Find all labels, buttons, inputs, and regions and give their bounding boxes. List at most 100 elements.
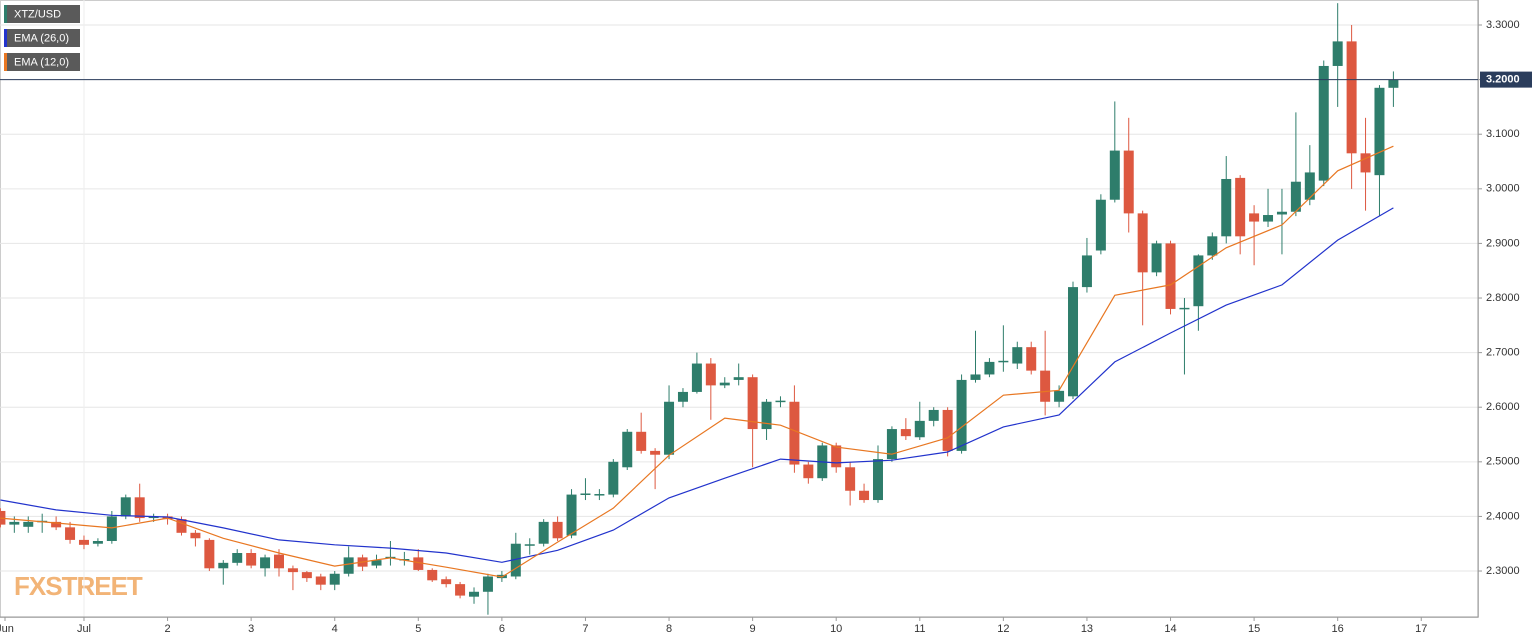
x-tick-label: 13 <box>1081 623 1093 635</box>
candle-body <box>301 572 312 579</box>
candle-body <box>1095 199 1106 251</box>
watermark: FXSTREET <box>14 571 143 601</box>
candle-body <box>524 544 535 546</box>
candle-body <box>455 584 466 596</box>
candle-body <box>705 363 716 386</box>
x-tick-label: 15 <box>1248 623 1260 635</box>
candle-body <box>622 431 633 468</box>
candle-body <box>580 493 591 495</box>
x-tick-label: 11 <box>914 623 925 635</box>
candle-body <box>315 576 326 585</box>
x-tick-label: 5 <box>415 623 421 635</box>
ema-line <box>0 145 1394 578</box>
candle-body <box>9 521 20 525</box>
x-tick-label: Jun <box>0 623 14 635</box>
candle-body <box>803 464 814 479</box>
candle-body <box>859 490 870 501</box>
legend-box <box>4 5 80 23</box>
candle-body <box>1026 347 1037 371</box>
candle-body <box>343 557 354 574</box>
x-tick-label: 17 <box>1415 623 1427 635</box>
candle-body <box>190 532 201 539</box>
candle-body <box>761 401 772 430</box>
candle-body <box>371 560 382 566</box>
candle-body <box>274 554 284 569</box>
y-tick-label: 2.3000 <box>1486 565 1520 577</box>
x-tick-label: 14 <box>1164 623 1176 635</box>
candle-body <box>845 467 856 491</box>
candle-body <box>148 516 159 519</box>
legend-label: XTZ/USD <box>14 8 61 20</box>
x-tick-label: 3 <box>248 623 254 635</box>
candle-body <box>831 445 842 468</box>
candle-body <box>1109 150 1120 200</box>
candle-body <box>775 400 786 403</box>
candle-body <box>970 374 981 380</box>
candle-body <box>984 361 995 375</box>
legend: XTZ/USD EMA (26,0) EMA (12,0) <box>4 5 80 71</box>
candle-body <box>956 379 967 451</box>
candle-body <box>747 377 758 430</box>
candle-body <box>1235 177 1246 237</box>
candle-body <box>552 521 563 539</box>
y-tick-label: 3.1000 <box>1486 128 1520 140</box>
candle-body <box>1263 215 1274 222</box>
legend-box <box>4 29 80 47</box>
candle-body <box>914 420 925 438</box>
y-tick-label: 2.9000 <box>1486 237 1520 249</box>
candle-body <box>594 494 605 496</box>
legend-label: EMA (12,0) <box>14 56 69 68</box>
candle-body <box>287 568 298 573</box>
candle-body <box>65 527 76 540</box>
candle-body <box>441 579 452 585</box>
candle-body <box>1012 347 1023 364</box>
y-tick-label: 2.7000 <box>1486 347 1520 359</box>
candle-body <box>1374 87 1385 176</box>
legend-swatch <box>4 29 7 47</box>
plot-border <box>0 0 1479 618</box>
x-tick-label: Jul <box>77 623 91 635</box>
candle-body <box>942 409 953 451</box>
candle-body <box>1304 172 1315 200</box>
candle-body <box>1054 390 1065 402</box>
y-tick-label: 2.6000 <box>1486 401 1520 413</box>
x-tick-label: 6 <box>499 623 505 635</box>
candle-body <box>1318 65 1329 181</box>
x-tick-label: 12 <box>997 623 1009 635</box>
candle-body <box>719 382 730 386</box>
ema-line <box>0 207 1394 563</box>
x-tick-label: 2 <box>164 623 170 635</box>
candle-body <box>218 562 229 569</box>
candle-body <box>413 557 424 570</box>
price-label-bg <box>1480 71 1532 88</box>
candle-body <box>1068 287 1079 397</box>
x-tick-label: 10 <box>830 623 842 635</box>
candle-body <box>1332 41 1343 66</box>
candle-body <box>1221 178 1232 237</box>
candle-body <box>664 401 675 455</box>
candle-body <box>1388 79 1399 88</box>
candle-body <box>1081 255 1092 288</box>
candle-body <box>538 521 549 544</box>
candle-body <box>92 540 103 544</box>
candle-body <box>1040 370 1051 402</box>
candle-body <box>1151 243 1162 273</box>
candle-body <box>1346 41 1357 154</box>
candle-body <box>23 521 34 527</box>
candle-body <box>1360 153 1371 173</box>
candle-body <box>427 569 438 581</box>
y-tick-label: 2.8000 <box>1486 292 1520 304</box>
candle-body <box>78 539 89 545</box>
candle-body <box>246 553 257 566</box>
candle-body <box>636 431 647 451</box>
candle-body <box>482 576 493 592</box>
candle-body <box>106 516 117 541</box>
candle-body <box>1179 307 1190 310</box>
candle-body <box>134 497 145 519</box>
y-tick-label: 2.4000 <box>1486 510 1520 522</box>
candle-body <box>1249 213 1260 222</box>
candle-body <box>998 360 1009 363</box>
candle-body <box>733 377 744 380</box>
candle-body <box>608 461 619 495</box>
